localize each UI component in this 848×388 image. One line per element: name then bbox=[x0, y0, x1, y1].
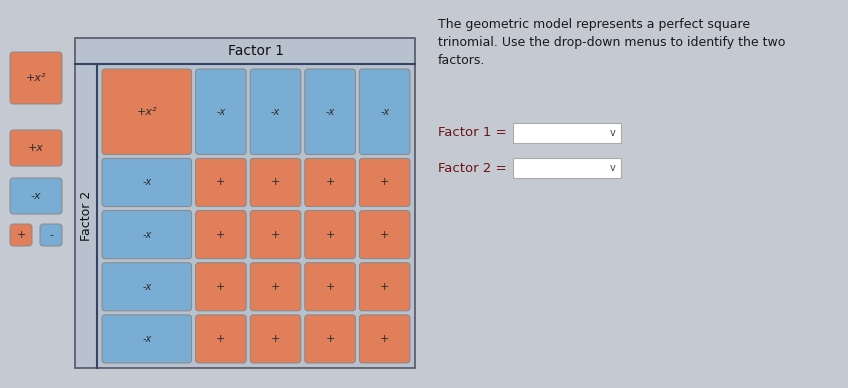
FancyBboxPatch shape bbox=[304, 315, 355, 363]
FancyBboxPatch shape bbox=[360, 158, 410, 206]
Text: +: + bbox=[326, 230, 335, 240]
Text: +: + bbox=[380, 282, 389, 292]
FancyBboxPatch shape bbox=[250, 69, 301, 154]
FancyBboxPatch shape bbox=[250, 211, 301, 259]
Bar bbox=[75, 38, 415, 368]
FancyBboxPatch shape bbox=[10, 224, 32, 246]
Text: Factor 1 =: Factor 1 = bbox=[438, 126, 506, 140]
FancyBboxPatch shape bbox=[250, 263, 301, 311]
Text: +x: +x bbox=[28, 143, 44, 153]
Text: +x²: +x² bbox=[25, 73, 47, 83]
FancyBboxPatch shape bbox=[250, 315, 301, 363]
FancyBboxPatch shape bbox=[10, 52, 62, 104]
Text: -x: -x bbox=[142, 282, 152, 292]
FancyBboxPatch shape bbox=[102, 315, 192, 363]
Text: -x: -x bbox=[142, 230, 152, 240]
Text: v: v bbox=[610, 128, 616, 138]
Text: +: + bbox=[216, 177, 226, 187]
FancyBboxPatch shape bbox=[196, 69, 246, 154]
FancyBboxPatch shape bbox=[102, 263, 192, 311]
Text: +: + bbox=[216, 282, 226, 292]
Text: -x: -x bbox=[380, 107, 389, 117]
FancyBboxPatch shape bbox=[10, 178, 62, 214]
FancyBboxPatch shape bbox=[102, 211, 192, 259]
Text: Factor 2 =: Factor 2 = bbox=[438, 161, 506, 175]
FancyBboxPatch shape bbox=[304, 211, 355, 259]
FancyBboxPatch shape bbox=[360, 69, 410, 154]
Text: -x: -x bbox=[216, 107, 226, 117]
FancyBboxPatch shape bbox=[360, 263, 410, 311]
Text: +: + bbox=[326, 177, 335, 187]
FancyBboxPatch shape bbox=[360, 211, 410, 259]
Text: +: + bbox=[216, 230, 226, 240]
Text: -x: -x bbox=[271, 107, 280, 117]
Text: -x: -x bbox=[142, 177, 152, 187]
FancyBboxPatch shape bbox=[304, 158, 355, 206]
FancyBboxPatch shape bbox=[250, 158, 301, 206]
Text: Factor 1: Factor 1 bbox=[228, 44, 284, 58]
Bar bbox=[513, 123, 621, 143]
Text: +: + bbox=[271, 334, 280, 344]
Text: -x: -x bbox=[326, 107, 335, 117]
Text: +: + bbox=[271, 230, 280, 240]
Text: +: + bbox=[216, 334, 226, 344]
Text: +: + bbox=[380, 230, 389, 240]
Text: +: + bbox=[380, 334, 389, 344]
FancyBboxPatch shape bbox=[196, 158, 246, 206]
FancyBboxPatch shape bbox=[304, 263, 355, 311]
Text: +: + bbox=[326, 282, 335, 292]
Text: +: + bbox=[380, 177, 389, 187]
FancyBboxPatch shape bbox=[304, 69, 355, 154]
Text: v: v bbox=[610, 163, 616, 173]
FancyBboxPatch shape bbox=[102, 158, 192, 206]
Text: +: + bbox=[16, 230, 25, 240]
Text: +x²: +x² bbox=[137, 107, 157, 117]
Text: +: + bbox=[271, 177, 280, 187]
FancyBboxPatch shape bbox=[196, 211, 246, 259]
Text: The geometric model represents a perfect square
trinomial. Use the drop-down men: The geometric model represents a perfect… bbox=[438, 18, 785, 67]
Text: -: - bbox=[49, 230, 53, 240]
Text: +: + bbox=[326, 334, 335, 344]
Text: -x: -x bbox=[142, 334, 152, 344]
Text: -x: -x bbox=[31, 191, 42, 201]
Text: +: + bbox=[271, 282, 280, 292]
FancyBboxPatch shape bbox=[196, 263, 246, 311]
FancyBboxPatch shape bbox=[10, 130, 62, 166]
Bar bbox=[513, 158, 621, 178]
FancyBboxPatch shape bbox=[196, 315, 246, 363]
Text: Factor 2: Factor 2 bbox=[80, 191, 92, 241]
FancyBboxPatch shape bbox=[360, 315, 410, 363]
FancyBboxPatch shape bbox=[40, 224, 62, 246]
FancyBboxPatch shape bbox=[102, 69, 192, 154]
